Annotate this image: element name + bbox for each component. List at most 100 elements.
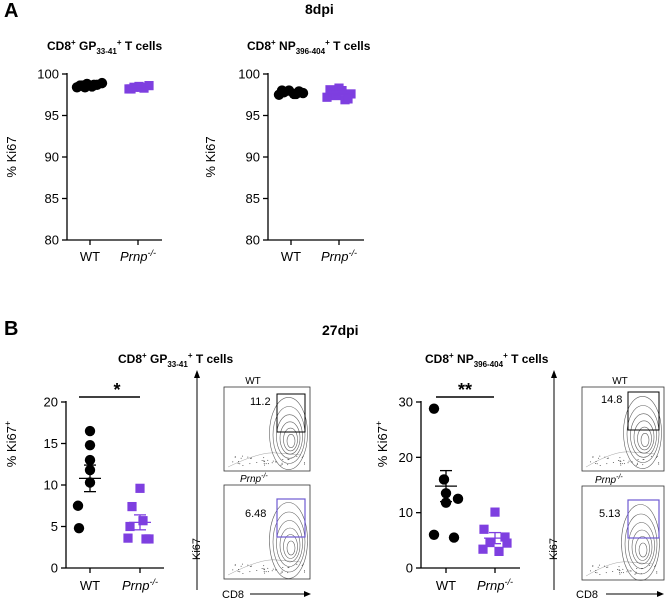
flow2-prnp-gate	[627, 499, 660, 539]
event-dot	[281, 570, 283, 572]
event-dot	[635, 571, 637, 573]
event-dot	[612, 461, 614, 463]
event-dot	[598, 564, 600, 566]
data-point-wt	[276, 85, 288, 96]
event-dot	[264, 464, 266, 466]
event-dot	[301, 564, 303, 566]
flow-panel-2: Ki67 WT 14.8 Prnp-/- 5.13 CD8	[548, 370, 665, 601]
flow1-ylabel: Ki67	[191, 538, 203, 560]
contour-ring	[626, 405, 660, 463]
chart-a2-ylabel: % Ki67	[203, 136, 218, 177]
y-tick-label: 95	[45, 108, 59, 123]
event-dot	[636, 568, 638, 570]
data-point-wt	[428, 403, 440, 414]
event-dot	[249, 571, 251, 573]
event-dot	[303, 462, 305, 464]
panel-b-timepoint: 27dpi	[322, 322, 359, 338]
y-tick-label: 20	[44, 395, 58, 410]
flow2-wt-plot	[581, 386, 665, 472]
event-dot	[302, 563, 304, 565]
event-dot	[641, 567, 643, 569]
event-dot	[247, 456, 249, 458]
data-point-prnp	[346, 89, 356, 99]
event-dot	[620, 464, 622, 466]
panel-b-letter: B	[4, 318, 18, 340]
event-dot	[658, 463, 660, 465]
flow2-prnp-label: Prnp-/-	[595, 474, 623, 486]
contour-ring	[279, 527, 301, 563]
event-dot	[635, 464, 637, 466]
event-dot	[592, 565, 594, 567]
event-dot	[282, 567, 284, 569]
event-dot	[239, 463, 241, 465]
flow2-prnp-value: 5.13	[599, 508, 620, 520]
event-dot	[656, 455, 658, 457]
data-point-wt	[428, 529, 440, 540]
chart-b1-points	[72, 425, 154, 544]
event-dot	[240, 565, 242, 567]
event-dot	[241, 455, 243, 457]
data-point-prnp	[135, 483, 145, 493]
y-tick-label: 85	[246, 191, 260, 206]
chart-a2-title: CD8+ NP396-404+ T cells	[247, 38, 371, 56]
event-dot	[636, 463, 638, 465]
data-point-wt	[73, 522, 85, 534]
flow2-wt-value: 14.8	[601, 394, 622, 406]
chart-b1-sig-label: *	[113, 380, 120, 400]
data-point-prnp	[500, 532, 510, 542]
chart-b1-xtick-prnp: Prnp-/-	[122, 577, 158, 593]
flow2-prnp-contours	[585, 504, 660, 581]
event-dot	[242, 572, 244, 574]
event-dot	[642, 464, 644, 466]
contour-ring	[286, 540, 296, 556]
event-dot	[650, 455, 652, 457]
event-dot	[622, 572, 624, 574]
event-dot	[627, 462, 629, 464]
data-point-prnp	[144, 81, 154, 91]
event-dot	[643, 458, 645, 460]
event-dot	[265, 463, 267, 465]
event-dot	[619, 570, 621, 572]
event-dot	[271, 462, 273, 464]
flow2-wt-gate	[627, 391, 660, 431]
event-dot	[264, 569, 266, 571]
flow1-yaxis-arrowhead	[194, 370, 200, 378]
event-dot	[263, 568, 265, 570]
chart-a1-points	[71, 77, 154, 94]
data-point-prnp	[494, 546, 504, 556]
event-dot	[592, 456, 594, 458]
flow1-wt-label: WT	[245, 376, 261, 387]
data-point-prnp	[126, 84, 136, 94]
y-tick-label: 80	[246, 233, 260, 248]
event-dot	[261, 459, 263, 461]
event-dot	[620, 572, 622, 574]
event-dot	[267, 463, 269, 465]
event-dot	[265, 571, 267, 573]
event-dot	[272, 568, 274, 570]
flow2-xaxis-arrowhead	[657, 591, 664, 597]
event-dot	[640, 573, 642, 575]
event-dot	[275, 461, 277, 463]
event-dot	[249, 565, 251, 567]
event-dot	[280, 464, 282, 466]
event-dot	[597, 566, 599, 568]
event-dot	[595, 570, 597, 572]
event-dot	[623, 463, 625, 465]
event-dot	[261, 567, 263, 569]
y-tick-label: 15	[44, 436, 58, 451]
contour-tail	[227, 559, 302, 576]
event-dot	[619, 460, 621, 462]
event-dot	[304, 463, 306, 465]
flow2-yaxis-arrowhead	[551, 370, 557, 378]
event-dot	[642, 459, 644, 461]
event-dot	[287, 572, 289, 574]
chart-b1-gp33: CD8+ GP33-41+ T cells % Ki67+ 0 5 10 15 20 *…	[3, 351, 234, 593]
event-dot	[256, 461, 258, 463]
event-dot	[617, 568, 619, 570]
event-dot	[296, 563, 298, 565]
event-dot	[237, 571, 239, 573]
chart-a2-axes: 80 85 90 95 100	[238, 67, 364, 248]
contour-tail	[585, 451, 656, 468]
contour-ring	[283, 534, 298, 559]
event-dot	[656, 572, 658, 574]
